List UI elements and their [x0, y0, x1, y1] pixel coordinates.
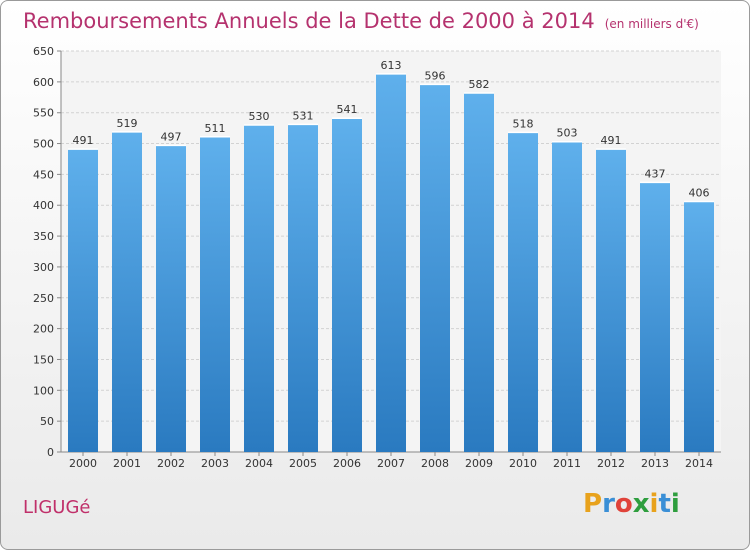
bar [508, 132, 538, 453]
brand-letter: x [632, 489, 650, 519]
bar-value-label: 596 [425, 69, 446, 82]
x-tick-label: 2009 [465, 457, 493, 470]
y-tick-label: 600 [33, 76, 54, 89]
x-tick-label: 2010 [509, 457, 537, 470]
bar [464, 92, 494, 452]
x-tick-label: 2008 [421, 457, 449, 470]
bar-value-label: 530 [249, 110, 270, 123]
bar [376, 73, 406, 452]
bar [200, 136, 230, 452]
bar-value-label: 511 [205, 122, 226, 135]
bar-value-label: 518 [513, 117, 534, 130]
bar [420, 84, 450, 452]
chart-unit: (en milliers d'€) [604, 17, 699, 31]
bar-value-label: 497 [161, 130, 182, 143]
bar-value-label: 406 [689, 187, 710, 200]
brand-letter: P [583, 489, 603, 519]
bar [640, 182, 670, 453]
y-tick-label: 400 [33, 199, 54, 212]
y-tick-label: 0 [47, 446, 54, 459]
brand-letter: t [658, 489, 671, 519]
bar-value-label: 613 [381, 59, 402, 72]
y-tick-label: 450 [33, 168, 54, 181]
y-tick-label: 550 [33, 107, 54, 120]
proxiti-logo: Proxiti [583, 489, 680, 519]
y-tick-label: 300 [33, 261, 54, 274]
y-tick-label: 650 [33, 45, 54, 58]
x-tick-label: 2012 [597, 457, 625, 470]
bar [68, 149, 98, 453]
x-tick-label: 2013 [641, 457, 669, 470]
x-tick-label: 2000 [69, 457, 97, 470]
y-tick-label: 250 [33, 292, 54, 305]
y-tick-label: 100 [33, 384, 54, 397]
x-tick-label: 2004 [245, 457, 273, 470]
bar-value-label: 531 [293, 109, 314, 122]
x-tick-label: 2007 [377, 457, 405, 470]
bar [156, 145, 186, 453]
x-tick-label: 2005 [289, 457, 317, 470]
x-tick-label: 2002 [157, 457, 185, 470]
bar-value-label: 541 [337, 103, 358, 116]
brand-letter: r [602, 489, 615, 519]
bar [596, 149, 626, 453]
chart-title-text: Remboursements Annuels de la Dette de 20… [23, 9, 595, 33]
x-tick-label: 2014 [685, 457, 713, 470]
y-tick-label: 350 [33, 230, 54, 243]
bar [112, 131, 142, 452]
chart-title: Remboursements Annuels de la Dette de 20… [23, 9, 699, 33]
bar [552, 141, 582, 453]
bar-value-label: 491 [601, 134, 622, 147]
brand-letter: i [649, 489, 659, 519]
y-tick-label: 50 [40, 415, 54, 428]
x-tick-label: 2001 [113, 457, 141, 470]
x-tick-label: 2011 [553, 457, 581, 470]
bar-value-label: 519 [117, 117, 138, 130]
bar [244, 125, 274, 453]
x-tick-label: 2006 [333, 457, 361, 470]
brand-letter: o [614, 489, 633, 519]
bar [288, 124, 318, 452]
bar-value-label: 437 [645, 167, 666, 180]
x-tick-label: 2003 [201, 457, 229, 470]
y-tick-label: 500 [33, 138, 54, 151]
brand-letter: i [670, 489, 680, 519]
bar [332, 118, 362, 452]
bar [684, 201, 714, 452]
bar-value-label: 582 [469, 78, 490, 91]
bar-value-label: 503 [557, 127, 578, 140]
bar-value-label: 491 [73, 134, 94, 147]
city-name: LIGUGé [23, 497, 91, 518]
y-tick-label: 150 [33, 353, 54, 366]
y-tick-label: 200 [33, 323, 54, 336]
